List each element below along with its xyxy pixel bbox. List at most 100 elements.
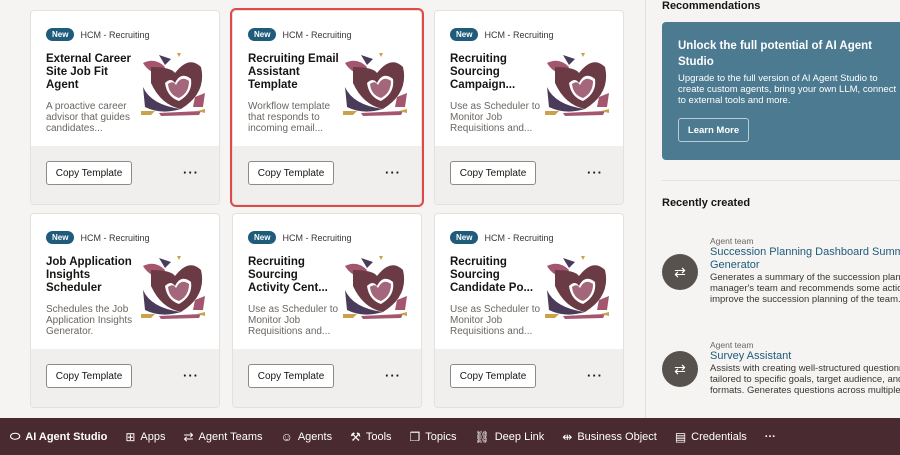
learn-more-button[interactable]: Learn More [678, 118, 749, 142]
item-type: Agent team [710, 340, 754, 350]
recommendations-heading: Recommendations [662, 0, 761, 12]
card-body: New HCM - Recruiting Recruiting Email Ass… [233, 11, 421, 148]
agent-teams-icon: ⇄ [183, 429, 194, 444]
heart-illustration-icon [343, 256, 407, 320]
nav-credentials[interactable]: ▤ Credentials [675, 430, 747, 444]
nav-agents[interactable]: ☺ Agents [281, 430, 333, 444]
nav-tools[interactable]: ⚒ Tools [350, 430, 391, 444]
new-badge: New [450, 28, 479, 42]
template-card[interactable]: New HCM - Recruiting Recruiting Sourcing … [434, 213, 624, 408]
oval-icon: ⬭ [10, 429, 21, 443]
new-badge: New [46, 28, 75, 42]
card-footer: Copy Template ··· [435, 349, 623, 407]
card-description: Use as Scheduler to Monitor Job Requisit… [248, 304, 339, 337]
card-footer: Copy Template ··· [31, 349, 219, 407]
card-category: HCM - Recruiting [484, 232, 554, 243]
item-name-link[interactable]: Succession Planning Dashboard Summary Ge… [710, 246, 900, 271]
new-badge: New [46, 231, 75, 245]
template-card[interactable]: New HCM - Recruiting External Career Site… [30, 10, 220, 205]
card-title: Job Application Insights Scheduler [46, 256, 132, 294]
card-description: A proactive career advisor that guides c… [46, 101, 130, 134]
nav-topics[interactable]: ❐ Topics [410, 430, 457, 444]
card-category: HCM - Recruiting [282, 29, 352, 40]
card-title: Recruiting Sourcing Candidate Po... [450, 256, 534, 294]
copy-template-button[interactable]: Copy Template [248, 161, 334, 185]
nav-label: Apps [140, 430, 166, 443]
copy-template-button[interactable]: Copy Template [46, 161, 132, 185]
card-title: Recruiting Sourcing Campaign... [450, 53, 516, 91]
heart-illustration-icon [343, 53, 407, 117]
template-card[interactable]: New HCM - Recruiting Recruiting Sourcing … [434, 10, 624, 205]
card-body: New HCM - Recruiting Job Application Insi… [31, 214, 219, 351]
card-body: New HCM - Recruiting External Career Site… [31, 11, 219, 148]
more-options-icon[interactable]: ··· [385, 165, 401, 180]
nav-label: Credentials [691, 430, 747, 443]
link-icon: ⛓ [474, 429, 490, 444]
card-category: HCM - Recruiting [282, 232, 352, 243]
card-footer: Copy Template ··· [31, 146, 219, 204]
nav-label: Business Object [577, 430, 657, 443]
agent-team-icon: ⇄ [662, 351, 698, 387]
sidebar-panel: Recommendations Unlock the full potentia… [645, 0, 900, 418]
recently-created-heading: Recently created [662, 197, 751, 209]
business-object-icon: ⇹ [562, 429, 573, 444]
heart-illustration-icon [141, 53, 205, 117]
template-card[interactable]: New HCM - Recruiting Job Application Insi… [30, 213, 220, 408]
nav-label: Tools [365, 430, 392, 443]
item-description: Assists with creating well-structured qu… [710, 363, 900, 396]
nav-business-object[interactable]: ⇹ Business Object [562, 430, 657, 444]
nav-label: Topics [425, 430, 457, 443]
template-card[interactable]: New HCM - Recruiting Recruiting Sourcing … [232, 213, 422, 408]
bottom-nav-bar: ⬭ AI Agent Studio ⊞ Apps ⇄ Agent Teams ☺ Agents… [0, 418, 900, 455]
recent-item-text: Agent team Survey Assistant Assists with… [710, 340, 900, 396]
template-grid: New HCM - Recruiting External Career Site… [30, 8, 624, 408]
card-description: Use as Scheduler to Monitor Job Requisit… [450, 101, 541, 134]
card-footer: Copy Template ··· [435, 146, 623, 204]
card-title: Recruiting Email Assistant Template [248, 53, 339, 91]
nav-deep-link[interactable]: ⛓ Deep Link [474, 430, 544, 444]
nav-label: Agent Teams [198, 430, 263, 443]
nav-label: Deep Link [494, 430, 545, 443]
topics-icon: ❐ [409, 429, 421, 444]
new-badge: New [248, 231, 277, 245]
nav-more-icon[interactable]: ··· [764, 430, 776, 443]
heart-illustration-icon [545, 256, 609, 320]
nav-agent-teams[interactable]: ⇄ Agent Teams [183, 430, 262, 444]
new-badge: New [450, 231, 479, 245]
card-title: External Career Site Job Fit Agent [46, 53, 132, 91]
agent-icon: ☺ [280, 429, 293, 444]
item-type: Agent team [710, 236, 754, 246]
card-footer: Copy Template ··· [233, 349, 421, 407]
more-options-icon[interactable]: ··· [587, 368, 603, 383]
nav-ai-agent-studio[interactable]: ⬭ AI Agent Studio [10, 429, 107, 444]
divider [662, 180, 900, 181]
card-category: HCM - Recruiting [80, 232, 150, 243]
nav-label: Agents [297, 430, 333, 443]
item-name-link[interactable]: Survey Assistant [710, 350, 792, 362]
more-options-icon[interactable]: ··· [183, 368, 199, 383]
nav-label: AI Agent Studio [25, 430, 108, 443]
promo-banner: Unlock the full potential of AI Agent St… [662, 22, 900, 160]
card-footer: Copy Template ··· [233, 146, 421, 204]
copy-template-button[interactable]: Copy Template [450, 161, 536, 185]
item-description: Generates a summary of the succession pl… [710, 272, 900, 305]
more-options-icon[interactable]: ··· [587, 165, 603, 180]
promo-title: Unlock the full potential of AI Agent St… [678, 40, 873, 68]
card-description: Schedules the Job Application Insights G… [46, 304, 133, 337]
card-category: HCM - Recruiting [484, 29, 554, 40]
card-category: HCM - Recruiting [80, 29, 150, 40]
template-card[interactable]: New HCM - Recruiting Recruiting Email Ass… [230, 8, 424, 207]
agent-team-icon: ⇄ [662, 254, 698, 290]
heart-illustration-icon [141, 256, 205, 320]
copy-template-button[interactable]: Copy Template [248, 364, 334, 388]
more-options-icon[interactable]: ··· [385, 368, 401, 383]
nav-apps[interactable]: ⊞ Apps [125, 430, 165, 444]
apps-grid-icon: ⊞ [125, 429, 136, 444]
heart-illustration-icon [545, 53, 609, 117]
tools-icon: ⚒ [350, 429, 361, 444]
promo-description: Upgrade to the full version of AI Agent … [678, 73, 897, 106]
copy-template-button[interactable]: Copy Template [450, 364, 536, 388]
copy-template-button[interactable]: Copy Template [46, 364, 132, 388]
more-options-icon[interactable]: ··· [183, 165, 199, 180]
card-description: Use as Scheduler to Monitor Job Requisit… [450, 304, 541, 337]
